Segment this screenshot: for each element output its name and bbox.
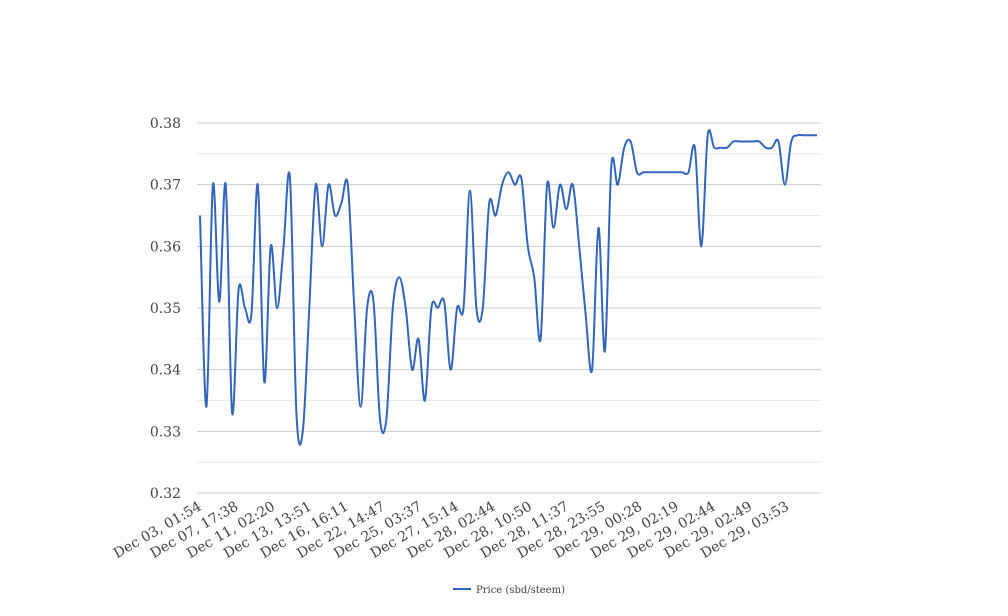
- y-tick-label: 0.34: [150, 363, 181, 379]
- series-group: [199, 129, 817, 446]
- y-tick-label: 0.36: [150, 239, 181, 255]
- legend-label: Price (sbd/steem): [476, 585, 565, 596]
- y-tick-label: 0.32: [150, 486, 181, 502]
- y-axis-ticks: 0.32 0.33 0.34 0.35 0.36 0.37 0.38: [150, 116, 181, 502]
- legend: Price (sbd/steem): [453, 585, 565, 596]
- series-line-price: [199, 129, 817, 446]
- y-tick-label: 0.37: [150, 178, 181, 194]
- y-tick-label: 0.33: [150, 424, 181, 440]
- y-tick-label: 0.38: [150, 116, 181, 132]
- gridlines: [197, 122, 821, 494]
- y-tick-label: 0.35: [150, 301, 181, 317]
